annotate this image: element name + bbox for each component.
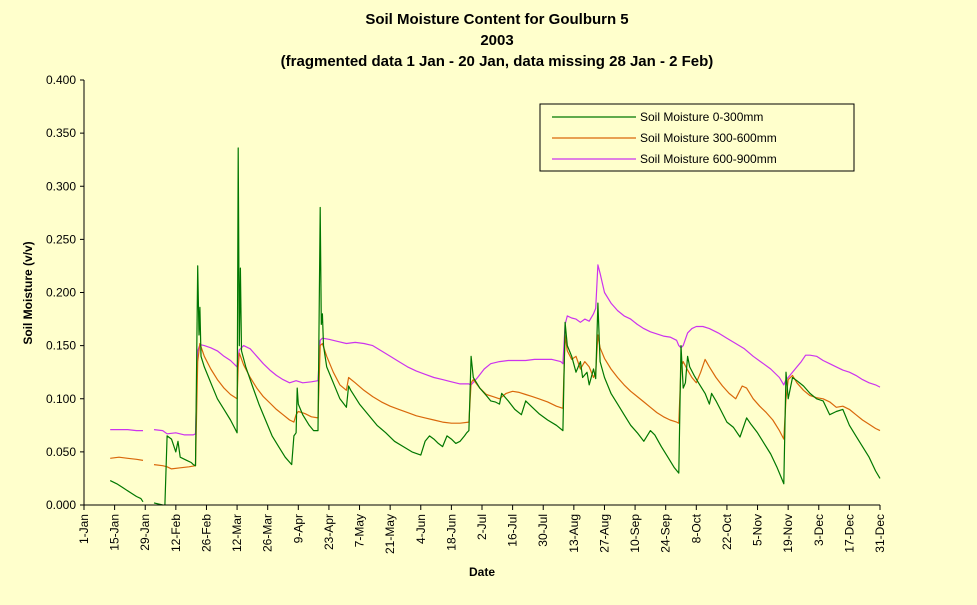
- series-line-600-900mm: [153, 264, 881, 436]
- x-tick-label: 8-Oct: [689, 513, 703, 543]
- x-tick-label: 12-Mar: [230, 514, 244, 552]
- x-tick-label: 1-Jan: [77, 514, 91, 544]
- x-tick-label: 26-Mar: [261, 514, 275, 552]
- y-axis-title: Soil Moisture (v/v): [21, 241, 35, 344]
- x-tick-label: 9-Apr: [291, 514, 305, 543]
- series-line-300-600mm: [110, 456, 144, 461]
- y-tick-label: 0.300: [46, 179, 76, 193]
- y-tick-label: 0.400: [46, 73, 76, 87]
- x-tick-label: 30-Jul: [536, 514, 550, 547]
- x-tick-label: 27-Aug: [597, 514, 611, 553]
- y-tick-label: 0.050: [46, 445, 76, 459]
- x-tick-label: 19-Nov: [781, 514, 795, 553]
- y-tick-label: 0.200: [46, 286, 76, 300]
- y-ticks: 0.000 0.050 0.100 0.150 0.200 0.250 0.300 0.350…: [46, 73, 84, 512]
- y-tick-label: 0.350: [46, 126, 76, 140]
- chart-title-line-3: (fragmented data 1 Jan - 20 Jan, data mi…: [281, 53, 714, 70]
- chart-title-line-2: 2003: [480, 32, 513, 49]
- series-line-0-300mm: [164, 147, 881, 506]
- x-tick-label: 12-Feb: [169, 514, 183, 552]
- x-tick-label: 5-Nov: [751, 514, 765, 546]
- x-tick-label: 29-Jan: [138, 514, 152, 551]
- x-axis-title: Date: [469, 565, 495, 579]
- x-tick-label: 3-Dec: [812, 514, 826, 546]
- series-group: [109, 147, 881, 506]
- x-tick-label: 18-Jun: [444, 514, 458, 551]
- x-tick-label: 26-Feb: [199, 514, 213, 552]
- x-tick-label: 15-Jan: [108, 514, 122, 551]
- x-tick-label: 16-Jul: [506, 514, 520, 547]
- series-line-0-300mm: [109, 480, 144, 503]
- y-tick-label: 0.000: [46, 498, 76, 512]
- y-tick-label: 0.250: [46, 232, 76, 246]
- x-tick-label: 22-Oct: [720, 513, 734, 550]
- x-tick-label: 4-Jun: [414, 514, 428, 544]
- x-tick-label: 24-Sep: [659, 514, 673, 553]
- legend-label-0-300: Soil Moisture 0-300mm: [640, 110, 763, 124]
- x-ticks: 1-Jan 15-Jan 29-Jan 12-Feb 26-Feb 12-Mar 26-Ma…: [77, 505, 887, 554]
- x-tick-label: 10-Sep: [628, 514, 642, 553]
- chart-title: Soil Moisture Content for Goulburn 5 200…: [281, 11, 714, 70]
- y-tick-label: 0.150: [46, 339, 76, 353]
- x-tick-label: 23-Apr: [322, 514, 336, 550]
- y-tick-label: 0.100: [46, 392, 76, 406]
- legend: Soil Moisture 0-300mm Soil Moisture 300-…: [539, 103, 855, 172]
- x-tick-label: 7-May: [353, 514, 367, 547]
- legend-label-600-900: Soil Moisture 600-900mm: [640, 152, 777, 166]
- legend-label-300-600: Soil Moisture 300-600mm: [640, 131, 777, 145]
- series-line-300-600mm: [153, 334, 881, 470]
- x-tick-label: 17-Dec: [842, 514, 856, 553]
- x-tick-label: 31-Dec: [873, 514, 887, 553]
- x-tick-label: 21-May: [383, 514, 397, 554]
- series-line-600-900mm: [110, 429, 143, 432]
- x-tick-label: 2-Jul: [475, 514, 489, 540]
- chart-title-line-1: Soil Moisture Content for Goulburn 5: [365, 11, 628, 28]
- x-tick-label: 13-Aug: [567, 514, 581, 553]
